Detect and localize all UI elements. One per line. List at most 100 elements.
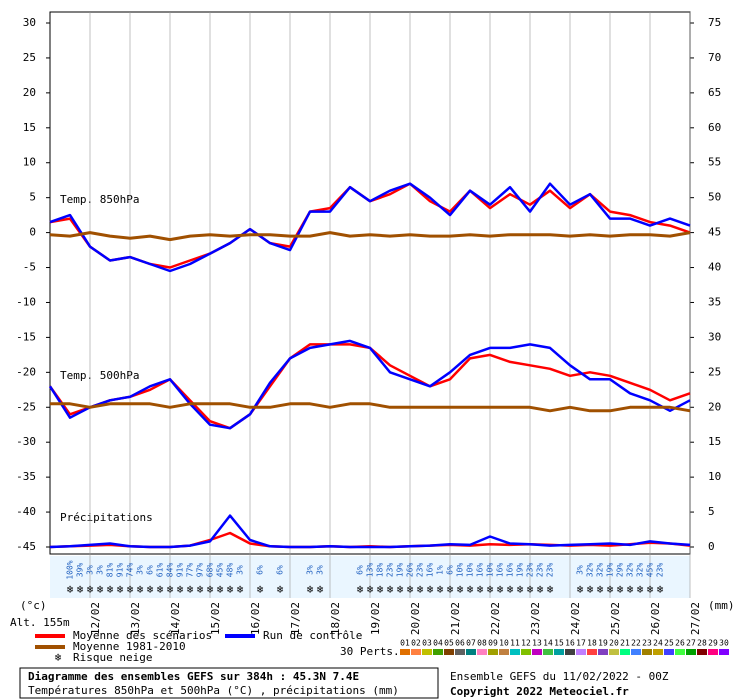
snowflake: ❄	[537, 583, 544, 596]
perturbation-label: 30 Perts.	[340, 645, 400, 658]
snow-risk-label: 32%	[626, 563, 635, 578]
y2-tick-label: 60	[708, 121, 721, 134]
perturbation-name: 30	[719, 639, 729, 648]
perturbation-name: 26	[675, 639, 685, 648]
legend-label: Risque neige	[73, 651, 152, 664]
snowflake: ❄	[257, 583, 264, 596]
x-tick-label: 18/02	[329, 602, 342, 635]
altitude: Alt. 155m	[10, 616, 70, 629]
snow-risk-label: 39%	[76, 563, 85, 578]
annotation: Temp. 850hPa	[60, 193, 139, 206]
x-tick-label: 17/02	[289, 602, 302, 635]
snow-risk-label: 91%	[176, 563, 185, 578]
x-tick-label: 27/02	[689, 602, 702, 635]
y-tick-label: -45	[16, 540, 36, 553]
footer-box	[19, 667, 439, 699]
snow-risk-label: 23%	[386, 563, 395, 578]
perturbation-swatch	[554, 649, 564, 655]
snowflake: ❄	[477, 583, 484, 596]
perturbation-swatch	[411, 649, 421, 655]
perturbation-swatch	[510, 649, 520, 655]
x-tick-label: 12/02	[89, 602, 102, 635]
y-tick-label: -5	[23, 261, 36, 274]
x-tick-label: 21/02	[449, 602, 462, 635]
perturbation-swatch	[400, 649, 410, 655]
x-tick-label: 20/02	[409, 602, 422, 635]
snow-risk-label: 23%	[546, 563, 555, 578]
snow-risk-label: 23%	[526, 563, 535, 578]
snowflake: ❄	[427, 583, 434, 596]
snowflake: ❄	[387, 583, 394, 596]
y2-tick-label: 55	[708, 156, 721, 169]
snow-risk-label: 100%	[66, 560, 75, 579]
footer-copyright: Copyright 2022 Meteociel.fr	[450, 685, 629, 698]
snow-risk-label: 74%	[126, 563, 135, 578]
x-tick-label: 25/02	[609, 602, 622, 635]
y-tick-label: -30	[16, 435, 36, 448]
snow-risk-label: 16%	[496, 563, 505, 578]
perturbation-swatch	[521, 649, 531, 655]
snowflake: ❄	[317, 583, 324, 596]
snowflake: ❄	[447, 583, 454, 596]
perturbation-swatch	[477, 649, 487, 655]
perturbation-name: 04	[433, 639, 443, 648]
y-tick-label: -40	[16, 505, 36, 518]
perturbation-name: 23	[642, 639, 652, 648]
perturbation-name: 24	[653, 639, 663, 648]
perturbation-swatch	[433, 649, 443, 655]
snow-risk-label: 23%	[656, 563, 665, 578]
x-tick-label: 22/02	[489, 602, 502, 635]
snowflake: ❄	[307, 583, 314, 596]
snowflake: ❄	[377, 583, 384, 596]
snowflake: ❄	[187, 583, 194, 596]
snow-risk-label: 6%	[446, 565, 455, 575]
perturbation-name: 19	[598, 639, 608, 648]
snowflake: ❄	[407, 583, 414, 596]
perturbation-swatch	[697, 649, 707, 655]
perturbation-swatch	[719, 649, 729, 655]
snow-risk-label: 6%	[256, 565, 265, 575]
y-tick-label: 20	[23, 86, 36, 99]
snow-risk-label: 1%	[436, 565, 445, 575]
perturbation-name: 08	[477, 639, 487, 648]
snowflake: ❄	[67, 583, 74, 596]
perturbation-swatch	[675, 649, 685, 655]
perturbation-name: 28	[697, 639, 707, 648]
annotation: Temp. 500hPa	[60, 369, 139, 382]
y-tick-label: -15	[16, 330, 36, 343]
series-line	[48, 339, 691, 430]
snowflake: ❄	[657, 583, 664, 596]
snow-risk-label: 18%	[376, 563, 385, 578]
snow-risk-label: 29%	[616, 563, 625, 578]
snow-risk-label: 19%	[396, 563, 405, 578]
perturbation-name: 06	[455, 639, 465, 648]
perturbation-swatch	[455, 649, 465, 655]
snowflake: ❄	[127, 583, 134, 596]
snow-risk-label: 3%	[236, 565, 245, 575]
snowflake: ❄	[627, 583, 634, 596]
snowflake: ❄	[527, 583, 534, 596]
perturbation-swatch	[488, 649, 498, 655]
perturbation-name: 10	[499, 639, 509, 648]
y-tick-label: 25	[23, 51, 36, 64]
legend-snowflake: ❄	[55, 651, 62, 664]
snow-risk-label: 13%	[366, 563, 375, 578]
y-tick-label: -35	[16, 470, 36, 483]
snowflake: ❄	[457, 583, 464, 596]
y-tick-label: 10	[23, 156, 36, 169]
y2-tick-label: 5	[708, 505, 715, 518]
snow-risk-label: 68%	[206, 563, 215, 578]
perturbation-name: 01	[400, 639, 410, 648]
snow-risk-label: 6%	[276, 565, 285, 575]
y-unit: (°c)	[20, 599, 47, 612]
snowflake: ❄	[417, 583, 424, 596]
snowflake: ❄	[437, 583, 444, 596]
footer-title: Diagramme des ensembles GEFS sur 384h : …	[28, 670, 359, 683]
y-tick-label: -20	[16, 365, 36, 378]
series-line	[50, 402, 691, 413]
snow-risk-label: 3%	[306, 565, 315, 575]
snow-risk-label: 84%	[166, 563, 175, 578]
series-line	[49, 514, 691, 549]
y2-tick-label: 10	[708, 470, 721, 483]
perturbation-name: 18	[587, 639, 597, 648]
